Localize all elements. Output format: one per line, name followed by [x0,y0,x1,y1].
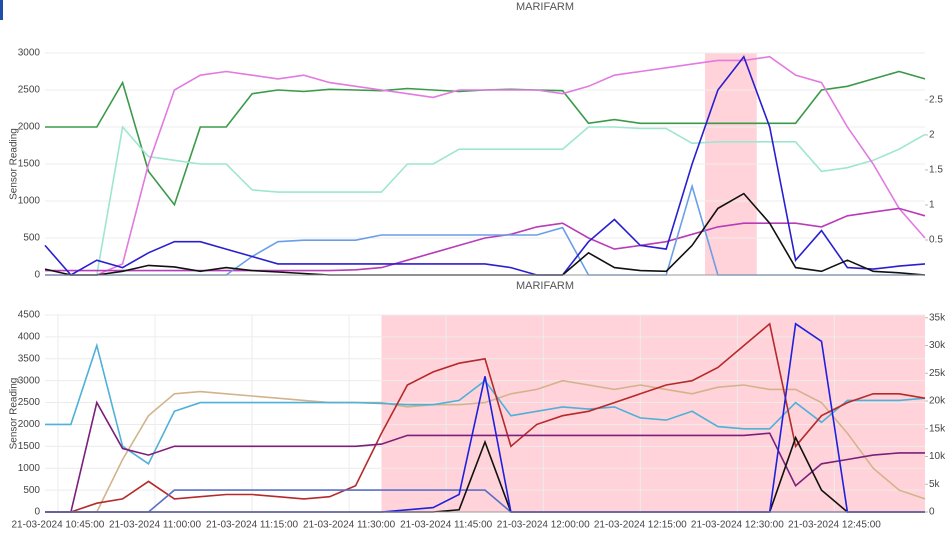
y-tick-label: 2000 [18,122,41,133]
y2-tick-label: 15k [929,423,946,434]
series-line [45,379,926,513]
series-line [45,322,926,513]
y2-tick-label: 0 [929,507,935,518]
y2-tick-label: 1 [929,200,935,211]
y2-tick-label: 5k [929,479,941,490]
x-tick-label: 21-03-2024 12:45:00 [788,520,881,531]
y2-tick-label: 1.5 [929,165,943,176]
x-tick-label: 21-03-2024 12:00:00 [497,520,590,531]
y-tick-label: 2000 [18,419,41,430]
y-tick-label: 2500 [18,397,41,408]
series-line [45,55,926,276]
y-axis-label: Sensor Reading [9,378,20,450]
y-axis-label: Sensor Reading [9,128,20,200]
series-line [45,125,926,276]
y-tick-label: 500 [23,233,40,244]
sidebar-accent [0,0,3,20]
y2-tick-label: 0.5 [929,235,943,246]
y2-tick-label: 35k [929,312,946,323]
y2-tick-label: 2 [929,130,935,141]
series-line [44,55,926,277]
chart-title: MARIFARM [516,280,574,292]
x-tick-label: 21-03-2024 11:00:00 [109,520,202,531]
y2-tick-label: 30k [929,340,946,351]
y-tick-label: 0 [34,507,40,518]
y-tick-label: 1500 [18,441,41,452]
x-tick-label: 21-03-2024 11:45:00 [400,520,493,531]
y-tick-label: 1000 [18,463,41,474]
y-tick-label: 3000 [18,375,41,386]
x-tick-label: 21-03-2024 12:15:00 [594,520,687,531]
series-line [45,207,926,272]
x-tick-label: 21-03-2024 10:45:00 [12,520,105,531]
x-tick-label: 21-03-2024 11:30:00 [303,520,396,531]
y2-tick-label: 10k [929,451,946,462]
y-tick-label: 0 [34,270,40,281]
y-tick-label: 4000 [18,332,41,343]
y2-tick-label: 25k [929,368,946,379]
chart-title: MARIFARM [516,1,574,13]
series-line [45,70,926,207]
y-tick-label: 1500 [18,159,41,170]
series-line [45,342,926,465]
y-tick-label: 500 [23,485,40,496]
y-tick-label: 3500 [18,353,41,364]
x-tick-label: 21-03-2024 12:30:00 [691,520,784,531]
x-tick-label: 21-03-2024 11:15:00 [206,520,299,531]
y2-tick-label: 20k [929,396,946,407]
y2-tick-label: 2.5 [929,95,943,106]
y-tick-label: 1000 [18,196,41,207]
y-tick-label: 3000 [18,48,41,59]
y-tick-label: 2500 [18,85,41,96]
y-tick-label: 4500 [18,310,41,321]
